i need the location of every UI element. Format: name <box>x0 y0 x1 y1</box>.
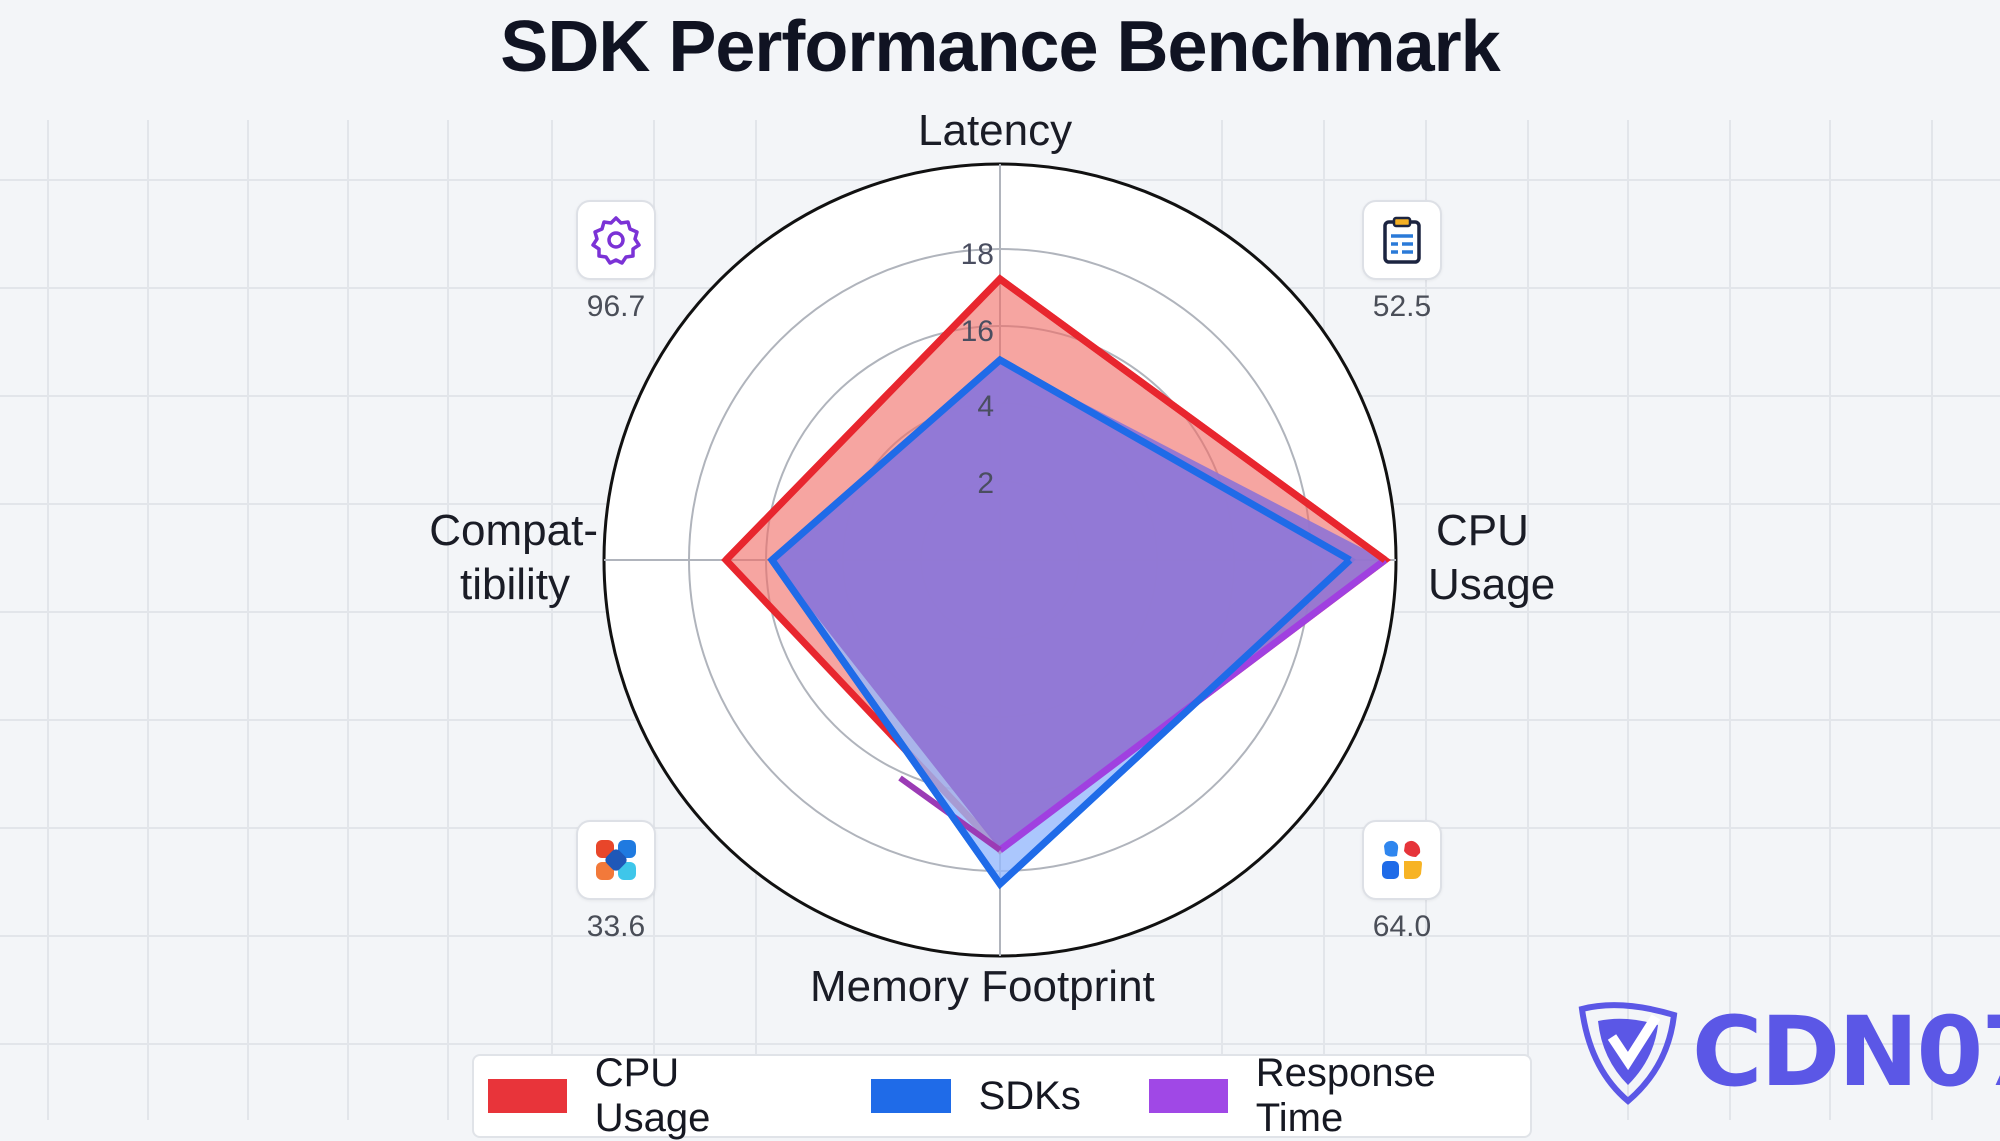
series-response-time <box>772 360 1385 850</box>
series-sdks-bottom <box>769 557 1353 890</box>
legend-label: CPU Usage <box>594 1051 711 1140</box>
tick-2: 2 <box>977 467 994 500</box>
legend-item-sdks[interactable]: SDKs <box>870 1073 1135 1119</box>
gear-icon <box>576 200 656 280</box>
shield-check-icon <box>1578 1002 1678 1105</box>
legend-swatch-blue <box>870 1079 951 1113</box>
axis-label-memory-footprint: Memory Footprint <box>810 962 1155 1011</box>
axis-label-cpu-line1: CPU <box>1436 506 1529 555</box>
corner-bottom-right: 64.0 <box>1362 820 1442 944</box>
watermark-text: CDN07 <box>1692 996 2000 1108</box>
axis-label-compatibility: Compat- tibility <box>418 504 598 612</box>
axis-label-compat-line1: Compat- <box>429 506 598 555</box>
tick-16: 16 <box>961 315 994 348</box>
corner-top-right: 52.5 <box>1362 200 1442 324</box>
app-blocks-icon <box>1362 820 1442 900</box>
corner-value: 96.7 <box>586 290 646 323</box>
legend-swatch-purple <box>1148 1079 1228 1113</box>
watermark-logo: CDN07 <box>1576 996 2000 1108</box>
axis-label-cpu-line2: Usage <box>1428 560 1556 609</box>
legend-label: SDKs <box>978 1073 1081 1118</box>
chart-legend: CPU Usage SDKs Response Time <box>472 1051 1532 1141</box>
legend-item-response-time[interactable]: Response Time <box>1148 1051 1530 1141</box>
tick-18: 18 <box>961 238 994 271</box>
legend-item-cpu-usage[interactable]: CPU Usage <box>488 1051 857 1141</box>
radial-tick-labels: 18 16 4 2 <box>961 238 994 500</box>
corner-top-left: 96.7 <box>576 200 656 324</box>
clipboard-icon <box>1362 200 1442 280</box>
axis-label-compat-line2: tibility <box>459 560 570 609</box>
chart-title: SDK Performance Benchmark <box>500 7 1500 87</box>
corner-value: 64.0 <box>1372 910 1432 943</box>
series-cpu-outline <box>723 274 1388 563</box>
axis-label-cpu-usage: CPU Usage <box>1428 504 1555 612</box>
corner-value: 52.5 <box>1372 290 1432 323</box>
axis-label-latency: Latency <box>918 106 1073 155</box>
tick-4: 4 <box>977 390 994 423</box>
legend-label: Response Time <box>1255 1051 1436 1140</box>
series-sdks-outline <box>769 355 1352 564</box>
puzzle-tiles-icon <box>576 820 656 900</box>
legend-swatch-red <box>488 1079 567 1113</box>
corner-bottom-left: 33.6 <box>576 820 656 944</box>
corner-value: 33.6 <box>586 910 646 943</box>
